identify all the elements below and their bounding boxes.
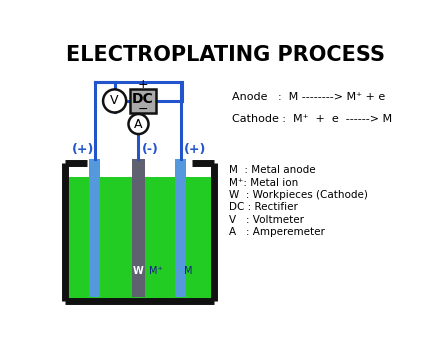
Text: Anode   :  M --------> M⁺ + e: Anode : M --------> M⁺ + e	[232, 92, 385, 102]
Text: −: −	[138, 103, 148, 116]
Bar	[89, 159, 100, 297]
Text: DC: DC	[132, 92, 154, 105]
Text: Cathode :  M⁺  +  e  ------> M: Cathode : M⁺ + e ------> M	[232, 114, 392, 123]
Text: M⁺: Metal ion: M⁺: Metal ion	[229, 177, 299, 188]
Text: M: M	[184, 266, 193, 276]
Text: M  : Metal anode: M : Metal anode	[229, 165, 316, 175]
Text: (+): (+)	[183, 143, 206, 156]
Text: V   : Voltmeter: V : Voltmeter	[229, 215, 304, 225]
Text: W: W	[133, 266, 144, 276]
Text: M⁺: M⁺	[149, 266, 162, 276]
Text: A   : Amperemeter: A : Amperemeter	[229, 227, 325, 237]
Bar	[132, 159, 145, 297]
Text: ELECTROPLATING PROCESS: ELECTROPLATING PROCESS	[66, 45, 385, 65]
Text: (-): (-)	[142, 143, 158, 156]
Circle shape	[128, 114, 149, 134]
Text: V: V	[110, 94, 119, 107]
Text: +: +	[138, 78, 148, 91]
Text: DC : Rectifier: DC : Rectifier	[229, 202, 298, 212]
Text: A: A	[134, 118, 143, 131]
Bar	[68, 177, 212, 299]
Text: (+): (+)	[72, 143, 94, 156]
FancyBboxPatch shape	[130, 89, 156, 113]
Text: W  : Workpieces (Cathode): W : Workpieces (Cathode)	[229, 190, 368, 200]
Circle shape	[103, 89, 126, 112]
Bar	[176, 159, 186, 297]
